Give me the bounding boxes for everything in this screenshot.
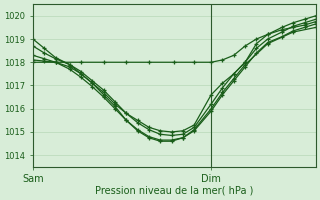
- X-axis label: Pression niveau de la mer( hPa ): Pression niveau de la mer( hPa ): [95, 186, 253, 196]
